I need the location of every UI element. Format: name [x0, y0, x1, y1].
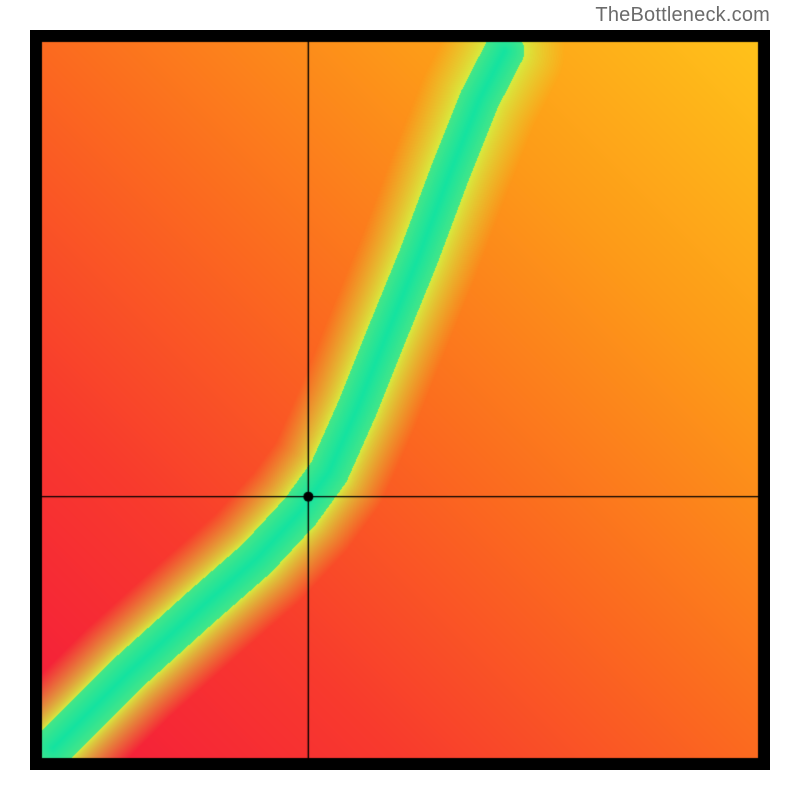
watermark-text: TheBottleneck.com: [595, 4, 770, 27]
heatmap-canvas: [30, 30, 770, 770]
heatmap-plot-frame: [30, 30, 770, 770]
